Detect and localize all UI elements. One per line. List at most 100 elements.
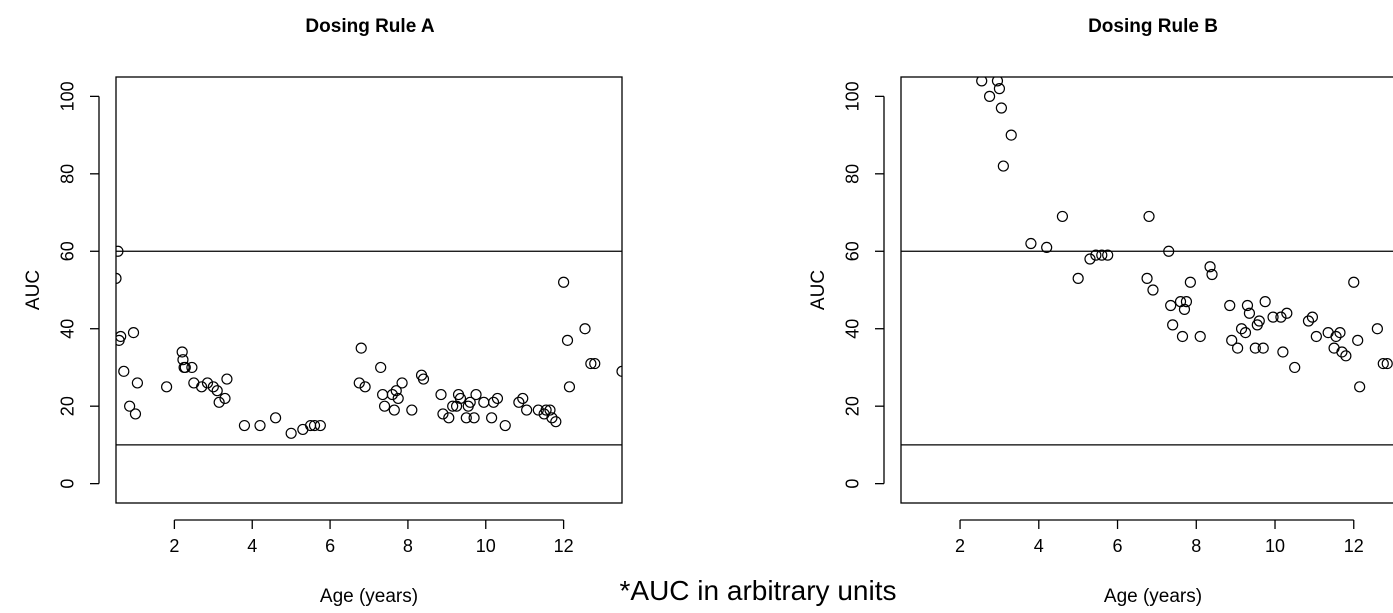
data-point [378,400,391,412]
data-point [443,412,455,424]
data-point [1371,323,1383,335]
data-point [355,342,367,354]
data-point [1381,357,1393,370]
data-point [1241,299,1254,312]
data-point [1322,327,1334,339]
data-point [1281,307,1293,319]
data-point [1354,381,1366,393]
x-tick-label: 2 [169,536,179,556]
data-point [499,419,511,432]
panel-b-x-label: Age (years) [1104,586,1202,607]
panel-a-points [116,245,622,439]
x-tick-label: 8 [1191,536,1201,556]
x-tick-label: 8 [403,536,413,556]
data-point [207,381,219,393]
y-tick-label: 40 [58,319,78,339]
y-tick-label: 20 [58,396,78,416]
data-point [563,381,576,393]
data-point [561,334,574,346]
data-point [1165,299,1177,312]
data-point [1289,361,1301,374]
panel-a-x-label: Age (years) [320,586,418,607]
y-tick-label: 100 [58,81,78,111]
data-point [1226,334,1238,346]
data-point [1178,303,1191,315]
data-point [1147,284,1159,296]
data-point [285,427,297,439]
panel-b-x-axis: 2 4 6 8 10 12 [955,519,1364,556]
data-point [377,388,389,401]
data-point [186,361,198,374]
data-point [1340,350,1352,362]
panel-b-points [976,77,1393,393]
data-point [983,90,996,102]
data-point [1249,342,1261,354]
data-point [254,419,266,432]
data-point [993,83,1006,95]
y-tick-label: 80 [58,164,78,184]
data-point [221,373,233,385]
data-point [1328,342,1340,354]
data-point [386,388,398,401]
data-point [1302,315,1315,327]
data-point [435,388,447,401]
data-point [1348,276,1360,288]
data-point [1143,210,1155,223]
data-point [1275,311,1287,323]
data-point [1084,253,1096,265]
data-point [1102,249,1114,261]
data-point [1259,296,1271,308]
data-point [1194,330,1206,343]
data-point [1352,334,1364,346]
panel-b: Dosing Rule B 2 4 6 8 10 12 0 20 40 60 80 100 Age … [808,16,1393,607]
data-point [1096,249,1108,261]
data-point [991,77,1004,87]
data-point [468,412,480,424]
data-point [396,377,408,389]
panel-a: Dosing Rule A 2 4 6 8 10 12 0 20 40 60 80 100 Age … [23,16,623,607]
panel-a-reference-lines [116,250,622,446]
data-point [406,404,418,416]
data-point [1235,323,1248,335]
y-tick-label: 20 [843,396,863,416]
panel-b-title: Dosing Rule B [1088,16,1218,37]
y-tick-label: 0 [58,479,78,489]
data-point [392,392,404,405]
panel-a-y-axis: 0 20 40 60 80 100 [58,81,100,489]
data-point [995,102,1007,114]
data-point [1176,330,1189,343]
x-tick-label: 10 [476,536,496,556]
data-point [491,392,504,405]
data-point [314,419,326,432]
x-tick-label: 6 [325,536,335,556]
y-tick-label: 40 [843,319,863,339]
data-point [1253,315,1265,327]
data-point [521,404,533,416]
data-point [470,388,482,401]
panel-a-plot-frame [115,76,623,504]
x-tick-label: 12 [554,536,574,556]
data-point [1167,319,1179,331]
data-point [129,408,142,420]
data-point [616,365,622,377]
data-point [558,276,570,288]
data-point [478,396,490,408]
data-point [454,392,467,405]
data-point [177,354,189,366]
data-point [1224,299,1236,312]
data-point [589,357,601,370]
data-point [1232,342,1244,354]
data-point [1310,330,1322,343]
data-point [517,392,529,405]
panel-a-title: Dosing Rule A [305,16,434,37]
data-point [997,160,1009,172]
data-point [546,412,558,424]
y-tick-label: 80 [843,164,863,184]
data-point [116,272,122,284]
data-point [238,419,251,432]
data-point [213,396,225,408]
data-point [116,330,127,343]
data-point [1277,346,1289,358]
x-tick-label: 4 [247,536,257,556]
